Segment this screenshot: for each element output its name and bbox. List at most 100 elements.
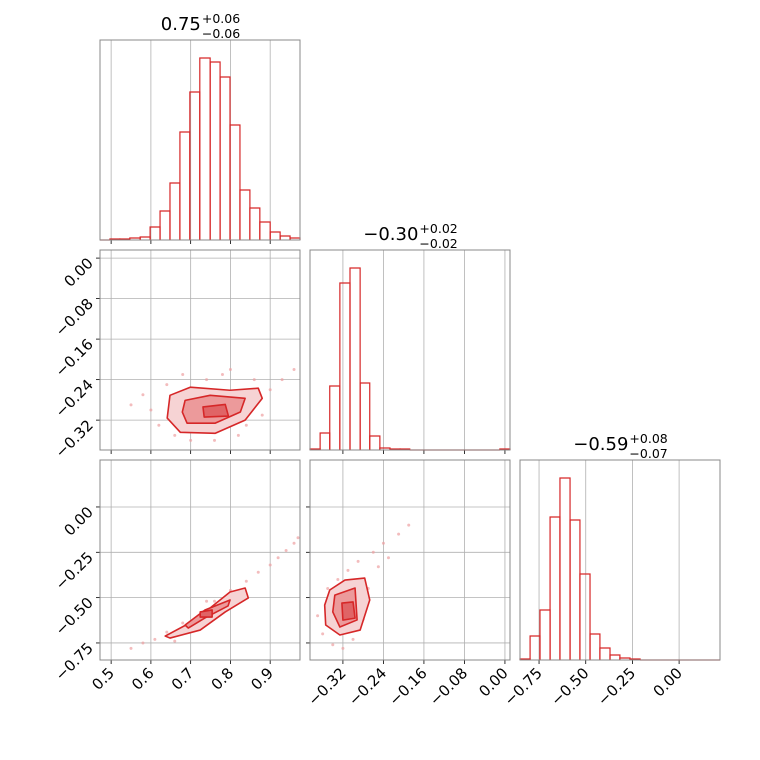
panel-frame <box>99 249 301 451</box>
histogram-bin <box>189 91 201 240</box>
sample-point <box>268 563 272 567</box>
sample-point <box>276 556 280 560</box>
title-lower: −0.02 <box>419 236 457 251</box>
histogram-bin <box>349 267 361 450</box>
histogram-bin <box>259 221 271 240</box>
x-tick-label: −0.24 <box>345 664 390 709</box>
sample-point <box>205 378 209 382</box>
histogram-bin <box>549 516 561 660</box>
sample-point <box>189 438 193 442</box>
x-tick-label: 0.9 <box>247 664 277 694</box>
sample-point <box>256 570 260 574</box>
y-tick-label: −0.08 <box>52 295 97 340</box>
x-tick-label: 0.6 <box>128 664 158 694</box>
sample-point <box>386 556 390 560</box>
histogram-bin <box>159 210 171 240</box>
panel-title: 0.75 <box>161 14 201 35</box>
sample-point <box>284 548 288 552</box>
x-tick-label: −0.32 <box>305 664 350 709</box>
y-tick-label: −0.24 <box>52 376 97 421</box>
sample-point <box>280 378 284 382</box>
histogram-bin <box>319 432 331 450</box>
histogram-bin <box>249 207 261 240</box>
sample-point <box>165 383 169 387</box>
histogram-bin <box>589 633 601 660</box>
x-tick-label: −0.50 <box>547 664 592 709</box>
title-upper: +0.06 <box>202 11 240 26</box>
sample-point <box>268 388 272 392</box>
sample-point <box>326 587 330 591</box>
sample-point <box>331 643 335 647</box>
panel-frame <box>519 459 721 661</box>
title-lower: −0.06 <box>202 26 240 41</box>
panel-frame <box>99 39 301 241</box>
panel-frame <box>99 459 301 661</box>
y-tick-label: −0.32 <box>52 416 97 461</box>
y-tick-label: −0.75 <box>52 639 97 684</box>
sample-point <box>407 523 411 527</box>
sample-point <box>341 646 345 650</box>
x-tick-label: −0.16 <box>386 664 431 709</box>
title-lower: −0.07 <box>629 446 667 461</box>
x-tick-label: 0.8 <box>208 664 238 694</box>
histogram-bin <box>279 235 291 240</box>
sample-point <box>153 637 157 641</box>
sample-point <box>376 565 380 569</box>
title-upper: +0.02 <box>419 221 457 236</box>
panel-frame <box>309 249 511 451</box>
histogram-bin <box>369 435 381 450</box>
x-tick-label: 0.7 <box>168 664 198 694</box>
sample-point <box>336 577 340 581</box>
contour <box>341 601 356 621</box>
sample-point <box>296 536 300 540</box>
histogram-bin <box>339 282 351 450</box>
panel-title: −0.30 <box>363 224 418 245</box>
sample-point <box>371 550 375 554</box>
sample-point <box>244 423 248 427</box>
title-upper: +0.08 <box>629 431 667 446</box>
x-tick-label: −0.25 <box>594 664 639 709</box>
sample-point <box>213 438 217 442</box>
contour <box>199 609 213 618</box>
sample-point <box>260 413 264 417</box>
sample-point <box>381 541 385 545</box>
panel-title: −0.59 <box>573 434 628 455</box>
contour <box>202 403 230 418</box>
sample-point <box>220 373 224 377</box>
histogram-bin <box>269 231 281 240</box>
histogram-bin <box>359 382 371 450</box>
histogram-bin <box>219 76 231 240</box>
y-tick-label: −0.16 <box>52 335 97 380</box>
histogram-bin <box>329 385 341 450</box>
histogram-bin <box>599 647 611 660</box>
histogram-bin <box>529 635 541 660</box>
histogram-bin <box>199 57 211 240</box>
sample-point <box>181 621 185 625</box>
sample-point <box>244 579 248 583</box>
x-tick-label: −0.75 <box>501 664 546 709</box>
y-tick-label: −0.50 <box>52 594 97 639</box>
sample-point <box>316 614 320 618</box>
sample-point <box>356 559 360 563</box>
histogram-bin <box>169 182 181 240</box>
sample-point <box>129 646 133 650</box>
sample-point <box>173 639 177 643</box>
histogram-bin <box>239 189 251 240</box>
sample-point <box>173 433 177 437</box>
sample-point <box>165 630 169 634</box>
panel-frame <box>309 459 511 661</box>
sample-point <box>346 568 350 572</box>
sample-point <box>129 403 133 407</box>
sample-point <box>292 367 296 371</box>
histogram-bin <box>559 477 571 660</box>
histogram-bin <box>609 654 621 660</box>
sample-point <box>205 599 209 603</box>
sample-point <box>397 532 401 536</box>
y-tick-label: 0.00 <box>60 503 96 539</box>
sample-point <box>351 637 355 641</box>
x-tick-label: −0.08 <box>426 664 471 709</box>
x-tick-label: 0.00 <box>650 664 686 700</box>
sample-point <box>141 641 145 645</box>
histogram-bin <box>179 131 191 240</box>
sample-point <box>228 367 232 371</box>
